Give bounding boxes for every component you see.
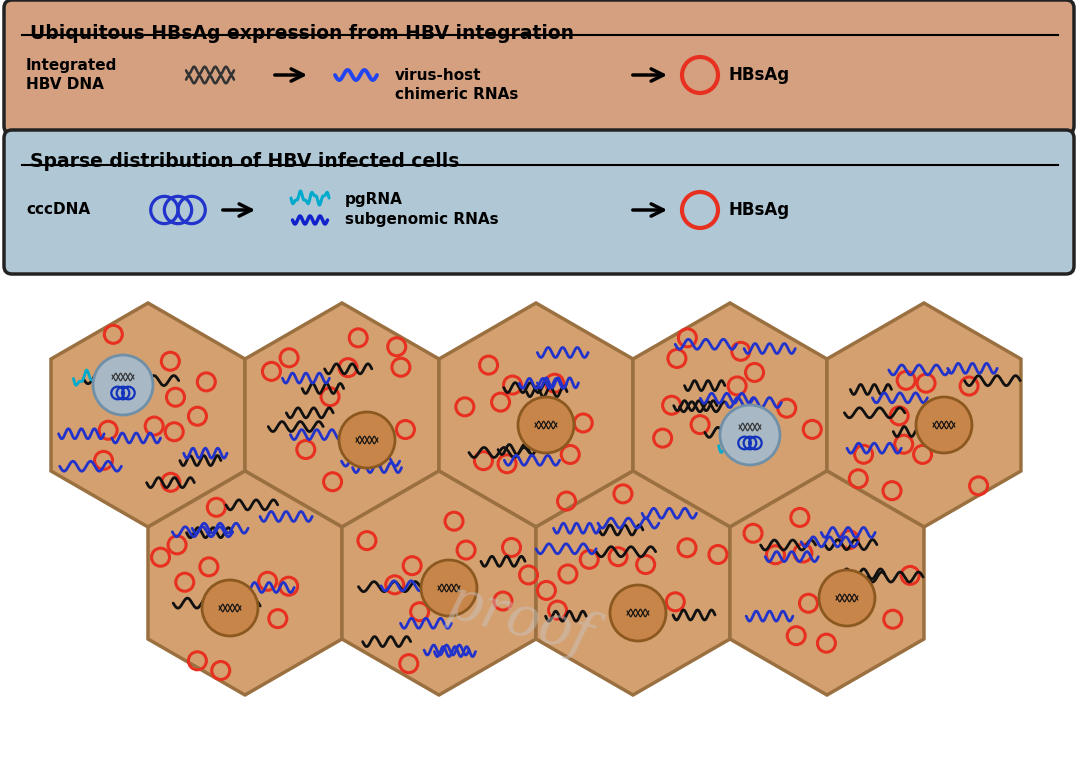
Polygon shape <box>633 303 827 527</box>
Polygon shape <box>342 471 536 695</box>
Text: Ubiquitous HBsAg expression from HBV integration: Ubiquitous HBsAg expression from HBV int… <box>30 24 573 43</box>
Polygon shape <box>438 303 633 527</box>
Polygon shape <box>245 303 438 527</box>
Text: cccDNA: cccDNA <box>26 203 90 217</box>
Text: subgenomic RNAs: subgenomic RNAs <box>345 212 499 227</box>
Circle shape <box>93 355 153 415</box>
Text: Integrated
HBV DNA: Integrated HBV DNA <box>26 59 118 92</box>
Circle shape <box>202 580 258 636</box>
Polygon shape <box>51 303 245 527</box>
Circle shape <box>339 412 395 468</box>
FancyBboxPatch shape <box>4 130 1074 274</box>
FancyBboxPatch shape <box>4 0 1074 134</box>
Text: Sparse distribution of HBV infected cells: Sparse distribution of HBV infected cell… <box>30 152 459 171</box>
Circle shape <box>610 585 666 641</box>
Text: HBsAg: HBsAg <box>728 66 789 84</box>
Circle shape <box>518 397 573 453</box>
Polygon shape <box>730 471 924 695</box>
Text: pgRNA: pgRNA <box>345 192 403 207</box>
Polygon shape <box>148 471 342 695</box>
Circle shape <box>916 397 972 453</box>
Circle shape <box>421 560 477 616</box>
Circle shape <box>819 570 875 626</box>
Text: virus-host
chimeric RNAs: virus-host chimeric RNAs <box>395 68 518 102</box>
Text: HBsAg: HBsAg <box>728 201 789 219</box>
Polygon shape <box>827 303 1021 527</box>
Circle shape <box>720 405 780 465</box>
Polygon shape <box>536 471 730 695</box>
Text: proof: proof <box>441 574 599 666</box>
